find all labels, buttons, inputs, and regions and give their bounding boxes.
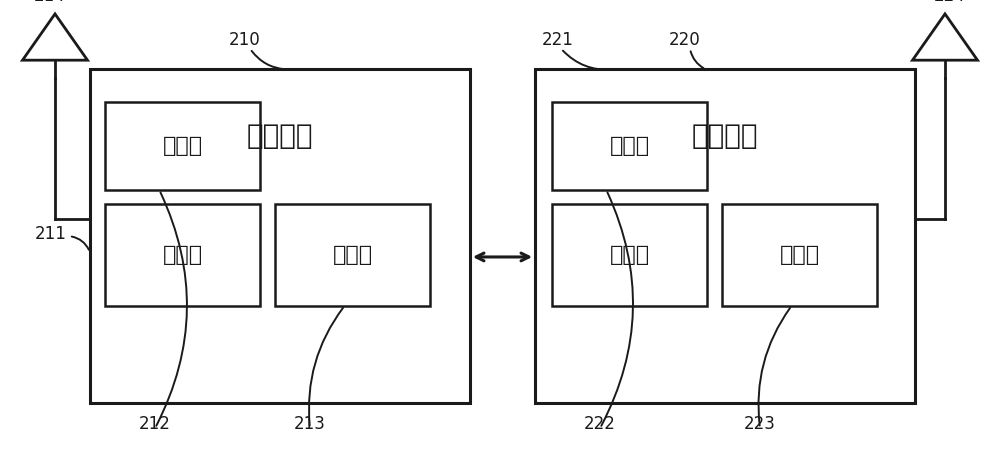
Bar [722, 204, 877, 306]
Text: 214: 214 [34, 0, 66, 5]
Bar [535, 69, 915, 403]
Text: 213: 213 [294, 415, 326, 433]
Bar [105, 204, 260, 306]
Bar [275, 204, 430, 306]
Bar [105, 102, 260, 190]
Text: 221: 221 [542, 31, 574, 49]
Bar [90, 69, 470, 403]
Text: 处理器: 处理器 [609, 244, 650, 265]
Text: 211: 211 [35, 225, 67, 243]
Text: 224: 224 [934, 0, 966, 5]
Text: 210: 210 [229, 31, 261, 49]
Text: 处理器: 处理器 [162, 244, 203, 265]
Polygon shape [22, 14, 88, 60]
Text: 220: 220 [669, 31, 701, 49]
Text: 存储器: 存储器 [162, 136, 203, 156]
Text: 第一设备: 第一设备 [247, 122, 313, 150]
Bar [552, 102, 707, 190]
Text: 223: 223 [744, 415, 776, 433]
Text: 222: 222 [584, 415, 616, 433]
Text: 收发器: 收发器 [779, 244, 820, 265]
Text: 第二设备: 第二设备 [692, 122, 758, 150]
Text: 存储器: 存储器 [609, 136, 650, 156]
Polygon shape [912, 14, 977, 60]
Bar [552, 204, 707, 306]
Text: 212: 212 [139, 415, 171, 433]
Text: 收发器: 收发器 [332, 244, 373, 265]
